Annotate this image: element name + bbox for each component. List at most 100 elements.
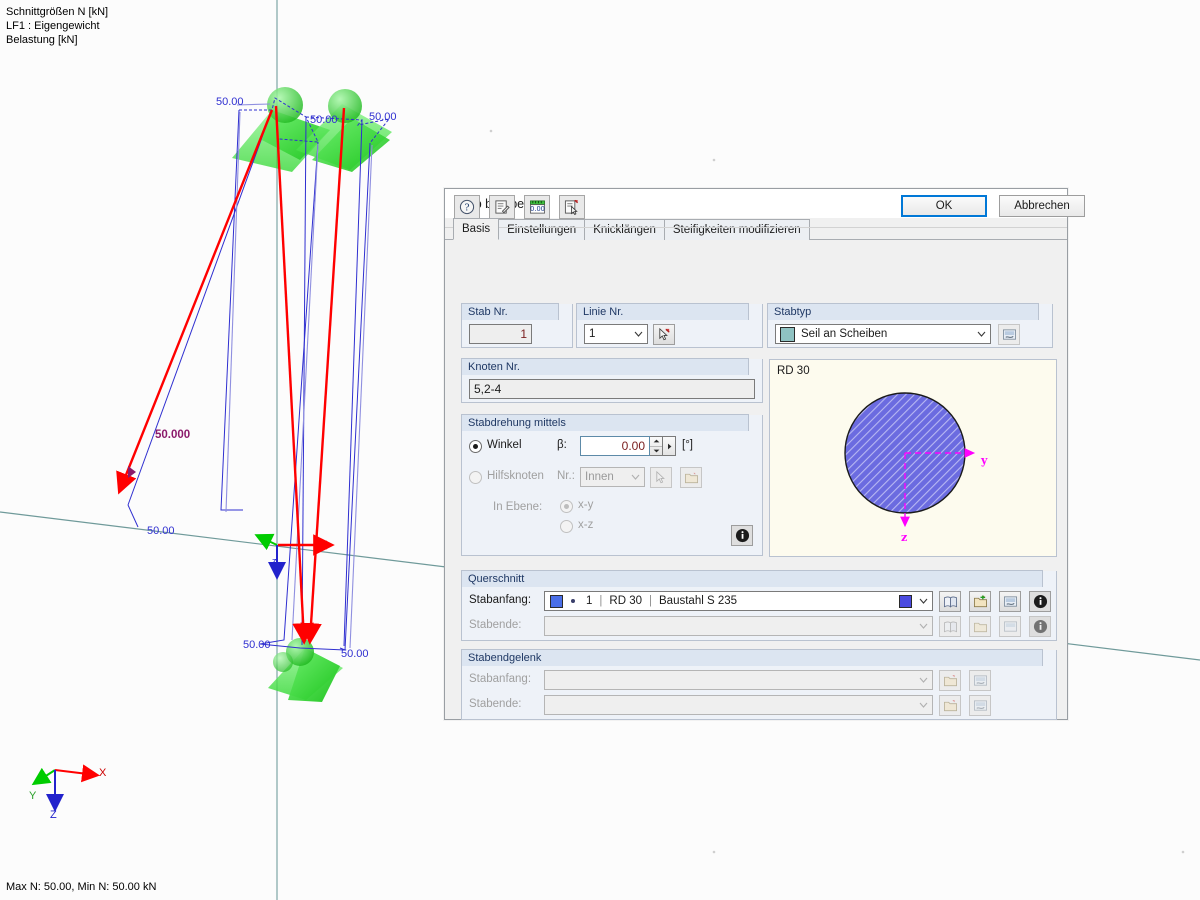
global-axis-triad: [31, 764, 100, 812]
stabtyp-combo[interactable]: Seil an Scheiben: [775, 324, 991, 344]
qs-end-swatch: [898, 594, 912, 608]
label-hilfsknoten: Hilfsknoten: [487, 470, 544, 482]
comment-icon[interactable]: [489, 195, 515, 219]
querschnitt-stabende-combo[interactable]: [544, 616, 933, 636]
axis-label-z: Z: [50, 809, 57, 821]
new-hinge-icon[interactable]: [939, 670, 961, 691]
ok-button[interactable]: OK: [901, 195, 987, 217]
chevron-down-icon: [630, 331, 647, 337]
beta-spinner[interactable]: [650, 436, 663, 456]
edit-type-icon[interactable]: [998, 324, 1020, 345]
qs-profile: RD 30: [609, 595, 643, 607]
group-header-knoten-nr: Knoten Nr.: [461, 358, 749, 375]
radio-plane-xy[interactable]: [560, 500, 573, 513]
group-stabtyp: Stabtyp Seil an Scheiben: [767, 303, 1053, 348]
help-icon[interactable]: ?: [454, 195, 480, 219]
load-label-4: 50.00: [147, 525, 175, 537]
pick-cursor-icon[interactable]: [650, 467, 672, 488]
label-qs-stabende: Stabende:: [469, 619, 522, 631]
load-bars: [225, 103, 373, 649]
library-icon[interactable]: [939, 616, 961, 637]
label-beta: β:: [557, 439, 567, 451]
label-gelenk-stabanfang: Stabanfang:: [469, 673, 532, 685]
cancel-button[interactable]: Abbrechen: [999, 195, 1085, 217]
chevron-down-icon: [627, 474, 644, 480]
qs-separator-2: |: [649, 595, 653, 607]
footer-divider: [445, 227, 1067, 228]
results-legend: Schnittgrößen N [kN] LF1 : Eigengewicht …: [6, 5, 108, 47]
svg-text:y: y: [980, 454, 988, 467]
stabendgelenk-stabanfang-combo[interactable]: [544, 670, 933, 690]
edit-hinge-icon[interactable]: [969, 695, 991, 716]
origin-axis-label-z: z: [272, 556, 277, 566]
origin-axis-triad: [254, 533, 286, 580]
radio-plane-xz[interactable]: [560, 520, 573, 533]
beta-more-button[interactable]: [663, 436, 676, 456]
spinner-up-icon[interactable]: [650, 437, 662, 447]
result-status-text: Max N: 50.00, Min N: 50.00 kN: [6, 881, 157, 893]
radio-hilfsknoten[interactable]: [469, 471, 482, 484]
label-qs-stabanfang: Stabanfang:: [469, 594, 532, 606]
origin-x-marker: [318, 540, 328, 550]
stab-nr-input[interactable]: 1: [469, 324, 532, 344]
info-icon[interactable]: [1029, 616, 1051, 637]
radio-winkel[interactable]: [469, 440, 482, 453]
chevron-down-icon: [915, 623, 932, 629]
result-value-label: 50.000: [155, 429, 191, 441]
group-stabendgelenk: Stabendgelenk Stabanfang:: [461, 649, 1057, 720]
new-folder-icon[interactable]: [680, 467, 702, 488]
svg-text:0.00: 0.00: [530, 205, 545, 213]
linie-nr-combo[interactable]: 1: [584, 324, 648, 344]
qs-number: 1: [586, 595, 593, 607]
querschnitt-stabanfang-combo[interactable]: 1 | RD 30 | Baustahl S 235: [544, 591, 933, 611]
group-querschnitt: Querschnitt Stabanfang: 1 | RD 30 | Baus…: [461, 570, 1057, 641]
edit-section-icon[interactable]: [999, 591, 1021, 612]
support-node-top-right: [296, 89, 392, 172]
chevron-down-icon: [915, 702, 932, 708]
label-winkel: Winkel: [487, 439, 522, 451]
qs-color-swatch: [550, 594, 563, 608]
knoten-nr-input[interactable]: 5,2-4: [469, 379, 755, 399]
stabendgelenk-stabende-combo[interactable]: [544, 695, 933, 715]
library-icon[interactable]: [939, 591, 961, 612]
spinner-down-icon[interactable]: [650, 447, 662, 456]
dialog-footer: ?: [445, 195, 1085, 240]
svg-text:?: ?: [464, 203, 469, 214]
load-label-1: 50.00: [216, 96, 244, 108]
legend-line-2: LF1 : Eigengewicht: [6, 20, 100, 32]
load-label-3: 50.00: [369, 111, 397, 123]
pick-cursor-icon[interactable]: [653, 324, 675, 345]
load-label-6: 50.00: [341, 648, 369, 660]
select-info-icon[interactable]: [559, 195, 585, 219]
support-node-bottom: [268, 638, 343, 702]
info-icon[interactable]: [1029, 591, 1051, 612]
member-force-arrows: [116, 105, 346, 645]
svg-text:z: z: [901, 531, 907, 544]
edit-member-dialog[interactable]: Stab bearbeiten Basis Einstellungen Knic…: [444, 188, 1085, 720]
qs-dot-icon: [571, 599, 575, 603]
cross-section-preview: RD 30 y z: [769, 359, 1057, 557]
load-label-5: 50.00: [243, 639, 271, 651]
load-outline-lines: [127, 97, 391, 651]
chevron-down-icon: [973, 331, 990, 337]
new-hinge-icon[interactable]: [939, 695, 961, 716]
group-header-querschnitt: Querschnitt: [461, 570, 1043, 587]
group-knoten-nr: Knoten Nr. 5,2-4: [461, 358, 763, 403]
new-section-icon[interactable]: [969, 616, 991, 637]
label-nr: Nr.:: [557, 470, 575, 482]
new-section-icon[interactable]: [969, 591, 991, 612]
edit-hinge-icon[interactable]: [969, 670, 991, 691]
hilfsknoten-combo[interactable]: Innen: [580, 467, 645, 487]
units-icon[interactable]: 0.00: [524, 195, 550, 219]
beta-input[interactable]: 0.00: [580, 436, 650, 456]
legend-line-1: Schnittgrößen N [kN]: [6, 6, 109, 18]
tab-basis[interactable]: Basis: [453, 218, 500, 240]
qs-material: Baustahl S 235: [659, 595, 738, 607]
axis-label-x: X: [99, 767, 107, 779]
info-icon[interactable]: [731, 525, 753, 546]
group-header-stabendgelenk: Stabendgelenk: [461, 649, 1043, 666]
group-stabdrehung: Stabdrehung mittels Winkel β: 0.00 [°] H…: [461, 414, 763, 556]
edit-section-icon[interactable]: [999, 616, 1021, 637]
